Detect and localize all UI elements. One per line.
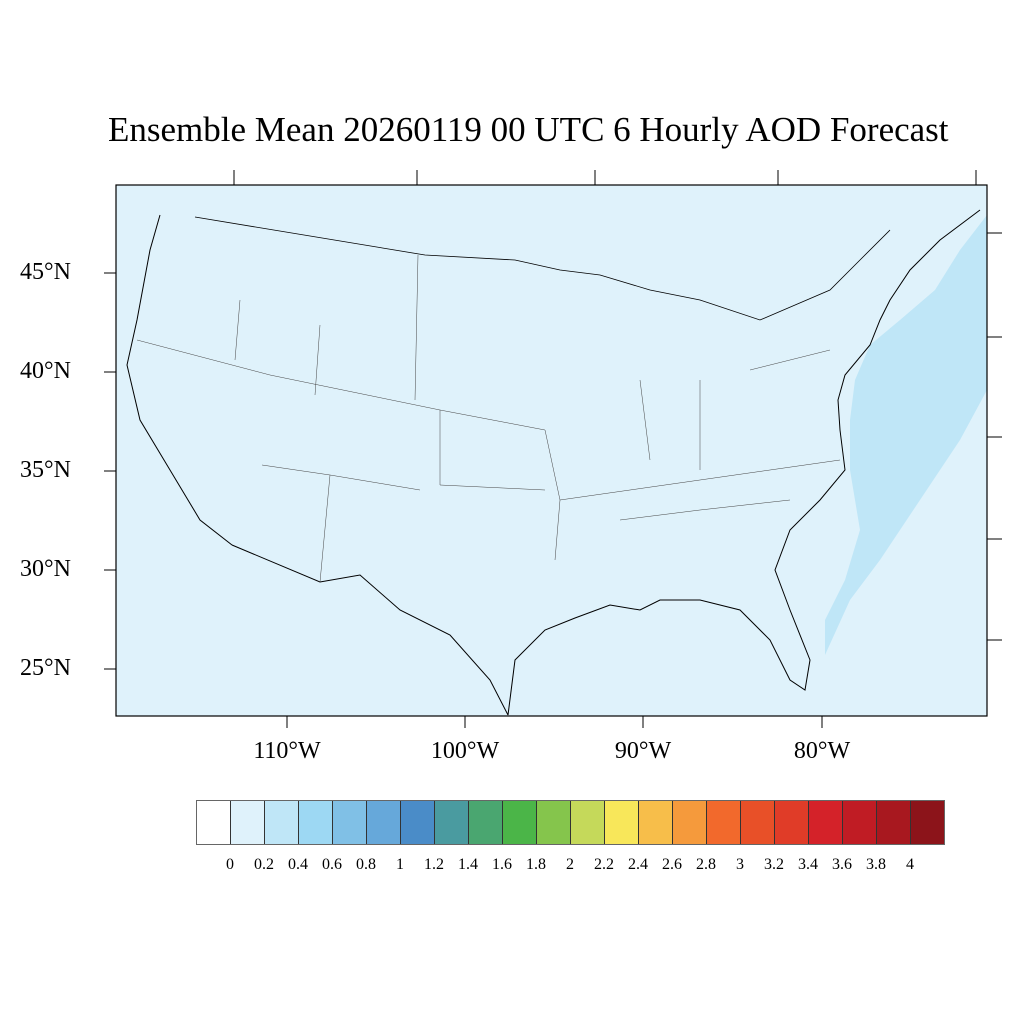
colorbar-tick-label: 1.4 <box>458 856 478 873</box>
colorbar-tick-label: 0 <box>226 856 234 873</box>
colorbar-box <box>605 801 639 844</box>
colorbar-tick-label: 0.4 <box>288 856 308 873</box>
map-frame <box>115 184 988 717</box>
colorbar-tick-label: 0.8 <box>356 856 376 873</box>
colorbar-box <box>265 801 299 844</box>
colorbar-box <box>401 801 435 844</box>
aod-plume <box>825 215 987 655</box>
colorbar-box <box>197 801 231 844</box>
colorbar-tick-label: 3 <box>736 856 744 873</box>
northern-border <box>194 216 891 321</box>
colorbar-tick-label: 4 <box>906 856 914 873</box>
colorbar-box <box>571 801 605 844</box>
colorbar-box <box>537 801 571 844</box>
colorbar-box <box>503 801 537 844</box>
lat-label: 35°N <box>20 457 71 483</box>
colorbar-box <box>911 801 944 844</box>
colorbar-tick-label: 2.2 <box>594 856 614 873</box>
colorbar-tick-label: 2.4 <box>628 856 648 873</box>
lat-label: 30°N <box>20 556 71 582</box>
axis-ticks <box>104 170 1002 728</box>
colorbar-tick-label: 3.8 <box>866 856 886 873</box>
colorbar-tick-label: 2.8 <box>696 856 716 873</box>
colorbar-box <box>231 801 265 844</box>
colorbar-box <box>367 801 401 844</box>
colorbar-tick-label: 3.4 <box>798 856 818 873</box>
colorbar-box <box>877 801 911 844</box>
colorbar-tick-label: 0.2 <box>254 856 274 873</box>
colorbar-box <box>639 801 673 844</box>
lat-label: 25°N <box>20 655 71 681</box>
colorbar-tick-label: 3.6 <box>832 856 852 873</box>
colorbar-tick-label: 1.2 <box>424 856 444 873</box>
colorbar-tick-label: 0.6 <box>322 856 342 873</box>
lon-label: 90°W <box>614 738 672 764</box>
colorbar-tick-label: 3.2 <box>764 856 784 873</box>
colorbar-box <box>673 801 707 844</box>
lat-label: 40°N <box>20 358 71 384</box>
colorbar-tick-label: 2 <box>566 856 574 873</box>
lon-label: 100°W <box>430 738 500 764</box>
colorbar-box <box>843 801 877 844</box>
colorbar-box <box>469 801 503 844</box>
colorbar-tick-label: 1.6 <box>492 856 512 873</box>
lon-label: 110°W <box>253 738 321 764</box>
colorbar-tick-label: 1 <box>396 856 404 873</box>
colorbar-box <box>741 801 775 844</box>
colorbar-box <box>707 801 741 844</box>
state-boundaries <box>136 254 841 583</box>
colorbar-tick-label: 2.6 <box>662 856 682 873</box>
colorbar-tick-label: 1.8 <box>526 856 546 873</box>
lon-label: 80°W <box>793 738 851 764</box>
colorbar-box <box>333 801 367 844</box>
chart-title: Ensemble Mean 20260119 00 UTC 6 Hourly A… <box>108 110 949 149</box>
colorbar-box <box>809 801 843 844</box>
colorbar-box <box>435 801 469 844</box>
colorbar-box <box>775 801 809 844</box>
colorbar <box>196 800 945 845</box>
colorbar-box <box>299 801 333 844</box>
lat-label: 45°N <box>20 259 71 285</box>
